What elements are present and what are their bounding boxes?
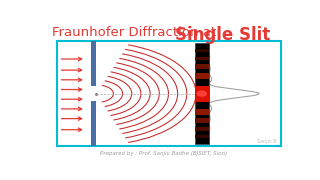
Text: Fraunhofer Diffraction at: Fraunhofer Diffraction at bbox=[52, 26, 221, 39]
Bar bbox=[195, 118, 209, 123]
Bar bbox=[195, 49, 209, 52]
Circle shape bbox=[197, 91, 206, 96]
Bar bbox=[57, 41, 281, 146]
Bar bbox=[91, 41, 96, 86]
Text: Prepared by : Prof. Sanjiv Badhe (BJSIET, Sion): Prepared by : Prof. Sanjiv Badhe (BJSIET… bbox=[100, 151, 228, 156]
Bar bbox=[91, 101, 96, 146]
Bar bbox=[195, 43, 209, 144]
Bar bbox=[195, 73, 209, 78]
Bar bbox=[195, 64, 209, 69]
Bar bbox=[195, 109, 209, 115]
Bar bbox=[195, 135, 209, 138]
Bar bbox=[195, 86, 209, 102]
Bar bbox=[195, 127, 209, 131]
Text: Single Slit: Single Slit bbox=[175, 26, 270, 44]
Text: Sanjiv B: Sanjiv B bbox=[257, 139, 277, 144]
Bar bbox=[195, 57, 209, 60]
